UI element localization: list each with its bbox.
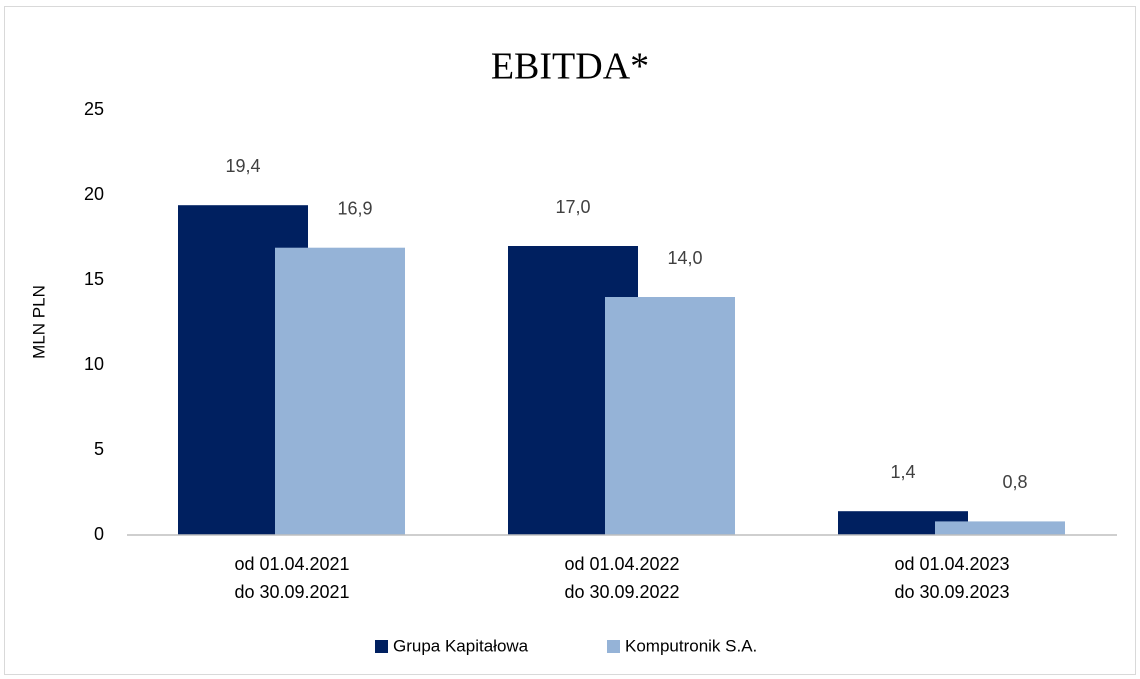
y-tick-label: 25 <box>84 99 104 119</box>
y-axis-label: MLN PLN <box>29 285 48 359</box>
x-tick-label: do 30.09.2023 <box>894 582 1009 602</box>
x-tick-label: do 30.09.2021 <box>234 582 349 602</box>
y-tick-label: 0 <box>94 524 104 544</box>
legend-swatch <box>607 640 620 653</box>
y-tick-label: 10 <box>84 354 104 374</box>
data-label: 1,4 <box>890 462 915 482</box>
legend-label: Grupa Kapitałowa <box>393 636 529 655</box>
data-label: 19,4 <box>225 156 260 176</box>
y-tick-label: 5 <box>94 439 104 459</box>
x-tick-label: od 01.04.2022 <box>564 554 679 574</box>
chart-title: EBITDA* <box>491 46 649 88</box>
legend-swatch <box>375 640 388 653</box>
bar <box>935 521 1065 535</box>
data-label: 17,0 <box>555 197 590 217</box>
bar <box>605 297 735 535</box>
data-label: 0,8 <box>1002 472 1027 492</box>
legend-label: Komputronik S.A. <box>625 636 757 655</box>
y-tick-label: 20 <box>84 184 104 204</box>
x-tick-label: od 01.04.2021 <box>234 554 349 574</box>
data-label: 16,9 <box>337 198 372 218</box>
bar <box>275 247 405 535</box>
y-tick-label: 15 <box>84 269 104 289</box>
x-tick-label: od 01.04.2023 <box>894 554 1009 574</box>
x-tick-label: do 30.09.2022 <box>564 582 679 602</box>
data-label: 14,0 <box>667 248 702 268</box>
